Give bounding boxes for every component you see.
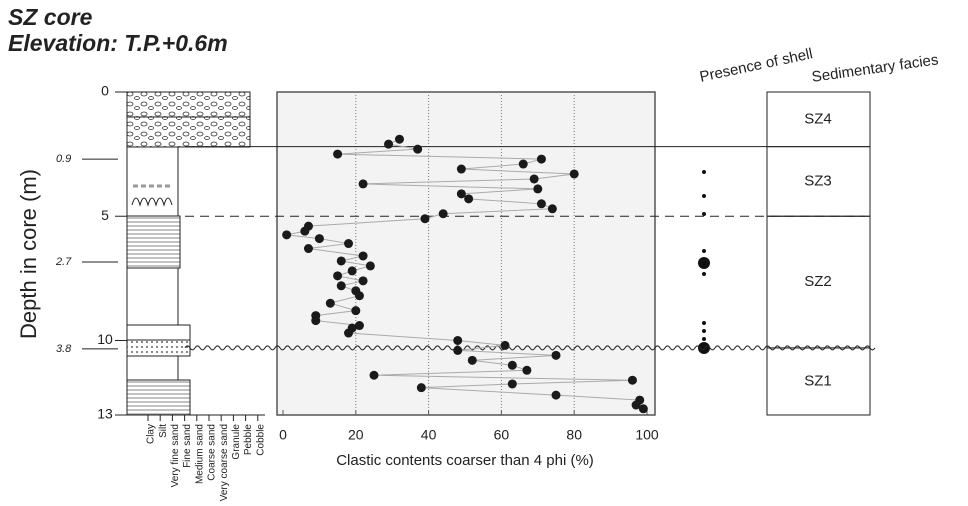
data-point (336, 256, 346, 266)
x-axis-label: Clastic contents coarser than 4 phi (%) (336, 452, 594, 469)
x-tick-label: 20 (348, 427, 364, 443)
data-point (351, 306, 361, 316)
data-point (518, 159, 528, 169)
data-point (547, 204, 557, 214)
data-point (413, 144, 423, 154)
grain-size-label: Coarse sand (207, 424, 218, 481)
grain-size-label: Granule (231, 424, 242, 460)
data-point (354, 291, 364, 301)
data-point (420, 214, 430, 224)
data-point (569, 169, 579, 179)
data-point (551, 350, 561, 360)
data-point (282, 230, 292, 240)
grain-size-label: Very coarse sand (219, 424, 230, 501)
data-point (303, 244, 313, 254)
facies-label: SZ4 (804, 110, 832, 127)
grain-size-label: Silt (158, 424, 169, 438)
data-point (369, 370, 379, 380)
subtitle: Elevation: T.P.+0.6m (8, 30, 228, 56)
grain-size-label: Cobble (255, 424, 266, 456)
data-point (638, 404, 648, 414)
facies-label: SZ3 (804, 172, 832, 189)
data-point (536, 154, 546, 164)
shell-symbols (698, 170, 710, 354)
facies-label: SZ2 (804, 273, 832, 290)
x-tick-label: 80 (566, 427, 582, 443)
data-point (438, 209, 448, 219)
x-tick-label: 40 (421, 427, 437, 443)
facies-box (766, 347, 871, 416)
data-point (354, 321, 364, 331)
x-tick-label: 60 (494, 427, 510, 443)
data-point (384, 139, 394, 149)
elevation-label: 2.7 (55, 256, 72, 268)
grain-size-label: Fine sand (182, 424, 193, 468)
grain-size-label: Clay (146, 424, 157, 444)
data-point (453, 345, 463, 355)
data-point (365, 261, 375, 271)
data-point (358, 276, 368, 286)
data-point (507, 360, 517, 370)
data-point (347, 266, 357, 276)
y-axis-label: Depth in core (m) (16, 169, 41, 339)
data-point (336, 281, 346, 291)
data-point (344, 328, 354, 338)
data-point (300, 226, 310, 236)
elevation-label: 3.8 (56, 343, 72, 355)
data-point (551, 390, 561, 400)
facies-header: Sedimentary facies (811, 51, 940, 86)
data-point (500, 340, 510, 350)
data-point (358, 179, 368, 189)
data-point (456, 189, 466, 199)
data-point (529, 174, 539, 184)
data-point (344, 239, 354, 249)
data-point (536, 199, 546, 209)
x-tick-label: 0 (279, 427, 287, 443)
grain-size-label: Pebble (243, 424, 254, 456)
y-tick-label: 10 (97, 331, 113, 347)
y-tick-label: 0 (101, 83, 109, 99)
data-point (325, 298, 335, 308)
data-point (333, 271, 343, 281)
facies-boundary (184, 345, 876, 351)
facies-label: SZ1 (804, 372, 832, 389)
data-point (453, 335, 463, 345)
data-point (333, 149, 343, 159)
grain-size-label: Medium sand (194, 424, 205, 484)
shell-header: Presence of shell (698, 45, 814, 86)
lithology-column (126, 91, 265, 416)
data-point (533, 184, 543, 194)
y-tick-label: 13 (97, 406, 113, 422)
y-tick-label: 5 (101, 207, 109, 223)
grain-size-scale: Clay Silt Very fine sand Fine sand Medium sa… (146, 415, 266, 501)
data-point (456, 164, 466, 174)
data-point (464, 194, 474, 204)
data-point (631, 400, 641, 410)
plot-area (276, 91, 656, 416)
data-point (416, 383, 426, 393)
data-point (394, 134, 404, 144)
data-point (627, 375, 637, 385)
data-point (507, 379, 517, 389)
title: SZ core (8, 4, 93, 30)
data-point (311, 316, 321, 326)
elevation-label: 0.9 (56, 153, 71, 165)
x-tick-label: 100 (635, 427, 659, 443)
data-point (314, 234, 324, 244)
data-point (467, 355, 477, 365)
data-point (522, 365, 532, 375)
grain-size-label: Very fine sand (170, 424, 181, 487)
data-point (358, 251, 368, 261)
